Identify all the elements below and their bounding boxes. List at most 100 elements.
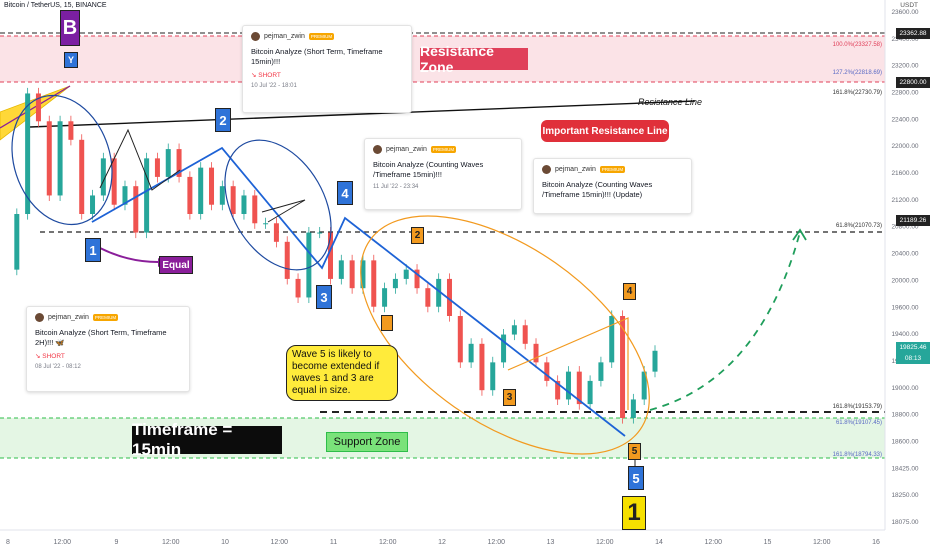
blue-ellipse-mid [224,139,332,271]
candle-body [457,316,463,363]
candle-body [490,362,496,391]
author-name: pejman_zwin [386,146,427,153]
x-tick-label: 10 [221,539,229,546]
candle-body [349,260,355,289]
candlestick-series [14,87,658,424]
orange-channel [507,317,629,410]
y-tick-label: 18800.00 [891,412,918,419]
candle-body [446,278,452,316]
candle-body [565,371,571,400]
avatar [542,165,551,174]
candle-body [295,278,301,298]
wave-1-label: 1 [85,238,101,262]
idea-title[interactable]: Bitcoin Analyze (Counting Waves /Timefra… [373,160,484,179]
candle-body [306,232,312,298]
y-tick-label: 22000.00 [891,143,918,150]
y-tick-label: 22800.00 [891,90,918,97]
x-tick-label: 12 [438,539,446,546]
idea-card-3[interactable]: pejman_zwin PREMIUM Bitcoin Analyze (Coun… [533,158,692,214]
candle-body [382,288,388,307]
y-axis-panel [885,0,932,550]
idea-title[interactable]: Bitcoin Analyze (Counting Waves /Timefra… [542,180,653,199]
candle-body [165,149,171,177]
premium-badge: PREMIUM [92,314,119,321]
y-tick-label: 18600.00 [891,438,918,445]
idea-card-4[interactable]: pejman_zwin PREMIUM Bitcoin Analyze (Shor… [26,306,190,392]
candle-body [14,214,20,270]
resistance-line-label: Resistance Line [638,97,703,107]
price-tag-top: 23362.88 [896,28,930,39]
y-tick-label: 20400.00 [891,251,918,258]
idea-card-2[interactable]: pejman_zwin PREMIUM Bitcoin Analyze (Coun… [364,138,522,210]
orange-2-label: 2 [411,227,424,244]
idea-title[interactable]: Bitcoin Analyze (Short Term, Timeframe 2… [35,328,167,347]
candle-body [414,269,420,289]
idea-date: 11 Jul '22 - 23:34 [373,184,419,190]
candle-body [79,139,85,214]
candle-body [371,260,377,307]
candle-body [392,278,398,289]
currency-label: USDT [900,2,918,9]
premium-badge: PREMIUM [308,33,335,40]
orange-3-label: 3 [503,389,516,406]
idea-title[interactable]: Bitcoin Analyze (Short Term, Timeframe 1… [251,47,383,66]
candle-body [338,260,344,279]
yellow-wedge [0,85,71,141]
black-triangle-1 [99,128,181,191]
candle-body [360,260,366,289]
wave-y-label: Y [64,52,78,68]
premium-badge: PREMIUM [599,166,626,173]
x-tick-label: 8 [6,539,10,546]
fib-level-label: 161.8%(18794.33) [833,452,882,458]
y-tick-label: 21200.00 [891,197,918,204]
important-resistance-label: Important Resistance Line [541,120,669,142]
countdown-tag: 08:13 [896,353,930,364]
fib-level-label: 61.8%(19107.45) [836,420,882,426]
candle-body [57,121,63,196]
big-1-label: 1 [622,496,646,530]
price-tag-res: 22800.00 [896,77,930,88]
fib-level-label: 161.8%(22730.79) [833,90,882,96]
x-tick-label: 12:00 [487,539,505,546]
y-tick-label: 20000.00 [891,277,918,284]
y-tick-label: 23600.00 [891,9,918,16]
orange-5-label: 5 [628,443,641,460]
orange-small-label [381,315,393,331]
candle-body [620,316,626,418]
x-tick-label: 12:00 [813,539,831,546]
fib-level-label: 61.8%(21070.73) [836,223,882,229]
candle-body [263,223,269,225]
y-tick-label: 18250.00 [891,492,918,499]
candle-body [111,158,117,205]
x-tick-label: 12:00 [270,539,288,546]
candle-body [144,158,150,233]
author-name: pejman_zwin [555,166,596,173]
support-zone-label: Support Zone [326,432,408,452]
candle-body [436,278,442,307]
candle-body [479,343,485,391]
x-tick-label: 14 [655,539,663,546]
y-tick-label: 20800.00 [891,224,918,231]
y-tick-label: 23200.00 [891,63,918,70]
author-name: pejman_zwin [264,33,305,40]
fib-level-label: 127.2%(22818.69) [833,70,882,76]
x-tick-label: 9 [115,539,119,546]
x-tick-label: 12:00 [379,539,397,546]
candle-body [576,371,582,405]
blue-channel-line [91,147,223,223]
projection-arrowhead [792,228,807,241]
fib-level-label: 161.8%(19153.79) [833,404,882,410]
candle-body [241,195,247,214]
wave-3-label: 3 [316,285,332,309]
candle-body [100,158,106,196]
equal-label: Equal [159,256,193,274]
fib-level-label: 100.0%(23327.58) [833,42,882,48]
candle-body [209,167,215,205]
x-axis-ticks: 8 12:00 9 12:00 10 12:00 11 12:00 12 12:00 13 12:00… [6,539,880,546]
candle-body [230,186,236,214]
y-tick-label: 23400.00 [891,36,918,43]
idea-card-1[interactable]: pejman_zwin PREMIUM Bitcoin Analyze (Shor… [242,25,412,113]
candle-body [176,149,182,177]
